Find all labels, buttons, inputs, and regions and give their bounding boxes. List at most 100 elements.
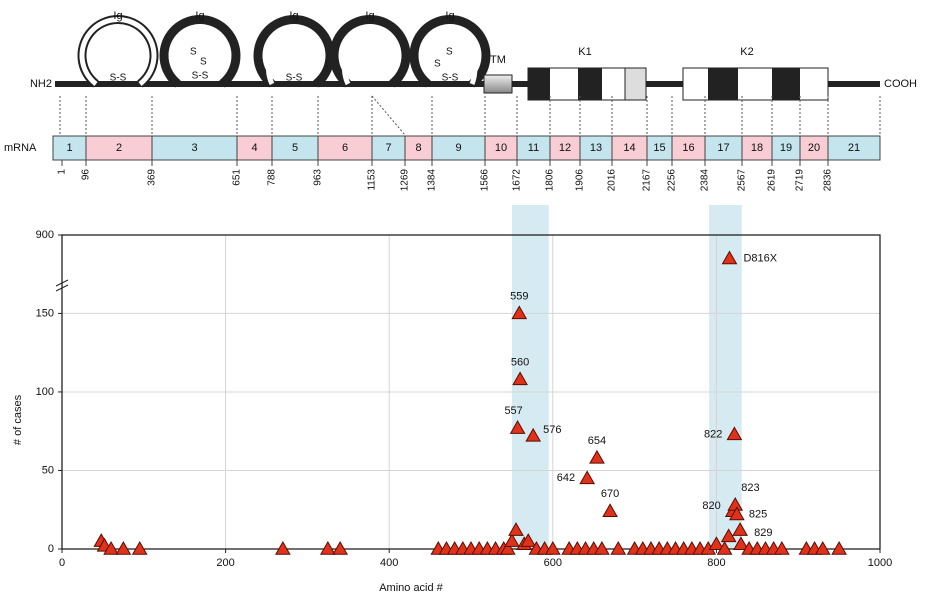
boundary-label: 1566 (480, 169, 491, 192)
exon (671, 135, 706, 161)
k1-block (578, 68, 602, 100)
domain-label: Ig (289, 10, 298, 22)
exon (579, 135, 613, 161)
plot: 0 200 400 600 800 1000 0 50 100 150 900 Amino acid … (12, 205, 892, 594)
exon (404, 135, 433, 161)
domain-label: Ig (365, 10, 374, 22)
data-point (511, 305, 528, 320)
data-point (773, 540, 790, 555)
point-label: 825 (749, 508, 767, 520)
data-point (274, 540, 291, 555)
n-terminus: NH2 (30, 78, 52, 90)
boundary-label: 788 (267, 169, 278, 186)
exon (151, 135, 238, 161)
exon (236, 135, 273, 161)
exon-label: 2 (116, 142, 122, 154)
data-point (728, 506, 745, 521)
k2-domain (682, 67, 829, 101)
exon-label: 13 (590, 142, 602, 154)
point-label: 823 (741, 482, 759, 494)
boundary-label: 96 (81, 169, 92, 181)
data-point (814, 540, 831, 555)
exon-label: 15 (653, 142, 665, 154)
boundary-label: 1153 (367, 169, 378, 191)
ig-loop-fill (456, 37, 478, 85)
boundary-label: 1269 (400, 169, 411, 192)
ig-loop-fill (266, 31, 295, 86)
point-label: 820 (702, 500, 720, 512)
data-point (131, 540, 148, 555)
domain-label: TM (490, 54, 506, 66)
k1-block (528, 68, 550, 100)
y-axis-label: # of cases (12, 394, 24, 445)
exon (741, 135, 773, 161)
exon-label: 10 (495, 142, 507, 154)
data-point (509, 420, 526, 434)
exon-label: 4 (251, 142, 257, 154)
boundary-label: 2619 (767, 169, 778, 192)
axis-break (55, 279, 69, 287)
exon-label: 9 (455, 142, 461, 154)
exon-label: 17 (717, 142, 729, 154)
axis-break (55, 284, 69, 292)
data-point (504, 533, 520, 547)
exon-label: 1 (66, 142, 72, 154)
ig-loop-fill (79, 17, 157, 86)
boundary-label: 369 (147, 169, 158, 186)
boundary-label: 2167 (642, 169, 653, 192)
exon-label: 20 (808, 142, 820, 154)
exon-label: 6 (342, 142, 348, 154)
ig-loop-fill (342, 31, 371, 86)
y-tick-label: 900 (36, 229, 54, 241)
boundary-label: 651 (232, 169, 243, 186)
x-tick-label: 1000 (868, 557, 892, 569)
boundary-label: 2567 (737, 169, 748, 192)
highlight-band (709, 205, 742, 549)
exon (771, 135, 801, 161)
ig-loop (159, 15, 241, 88)
point-label: 654 (588, 435, 606, 447)
bond-label: S (446, 47, 453, 58)
protein (55, 15, 880, 101)
exon (317, 135, 373, 161)
k2-block (772, 68, 800, 100)
exon (271, 135, 319, 161)
mrna-label: mRNA (4, 142, 37, 154)
data-point (512, 371, 528, 386)
ig-loop (329, 15, 411, 88)
data-point (332, 540, 348, 555)
mrna: 1 2 3 4 5 6 7 8 9 10 11 12 13 14 15 16 17 18 19 20 211 96 369 6… (52, 95, 881, 192)
boundary-label: 1 (57, 169, 68, 175)
ig-loop (253, 15, 335, 88)
connector (371, 95, 406, 136)
point-label: 557 (504, 405, 522, 417)
data-point (589, 449, 605, 464)
exon-label: 19 (780, 142, 792, 154)
point-label: 559 (510, 290, 528, 302)
y-tick-label: 150 (36, 307, 54, 319)
domain-label: K1 (578, 46, 591, 58)
data-point (726, 426, 743, 441)
ig-loop (409, 15, 491, 88)
exon (704, 135, 743, 161)
data-point (579, 470, 596, 485)
y-tick-label: 50 (42, 464, 54, 476)
boundary-label: 2256 (667, 169, 678, 192)
point-label: 576 (543, 424, 561, 436)
exon-label: 18 (751, 142, 763, 154)
data-point (115, 540, 132, 555)
data-point (103, 540, 119, 555)
data-point (602, 503, 618, 518)
bond-label: S-S (192, 71, 209, 82)
exon-label: 16 (682, 142, 694, 154)
bond-label: S-S (442, 73, 459, 84)
data-point (525, 427, 542, 442)
data-point (831, 540, 847, 555)
boundary-label: 2016 (607, 169, 618, 192)
tm-domain (483, 74, 513, 94)
exon-label: 11 (528, 142, 539, 154)
exon (799, 135, 829, 161)
y-tick-label: 100 (36, 386, 54, 398)
boundary-label: 2384 (700, 169, 711, 192)
